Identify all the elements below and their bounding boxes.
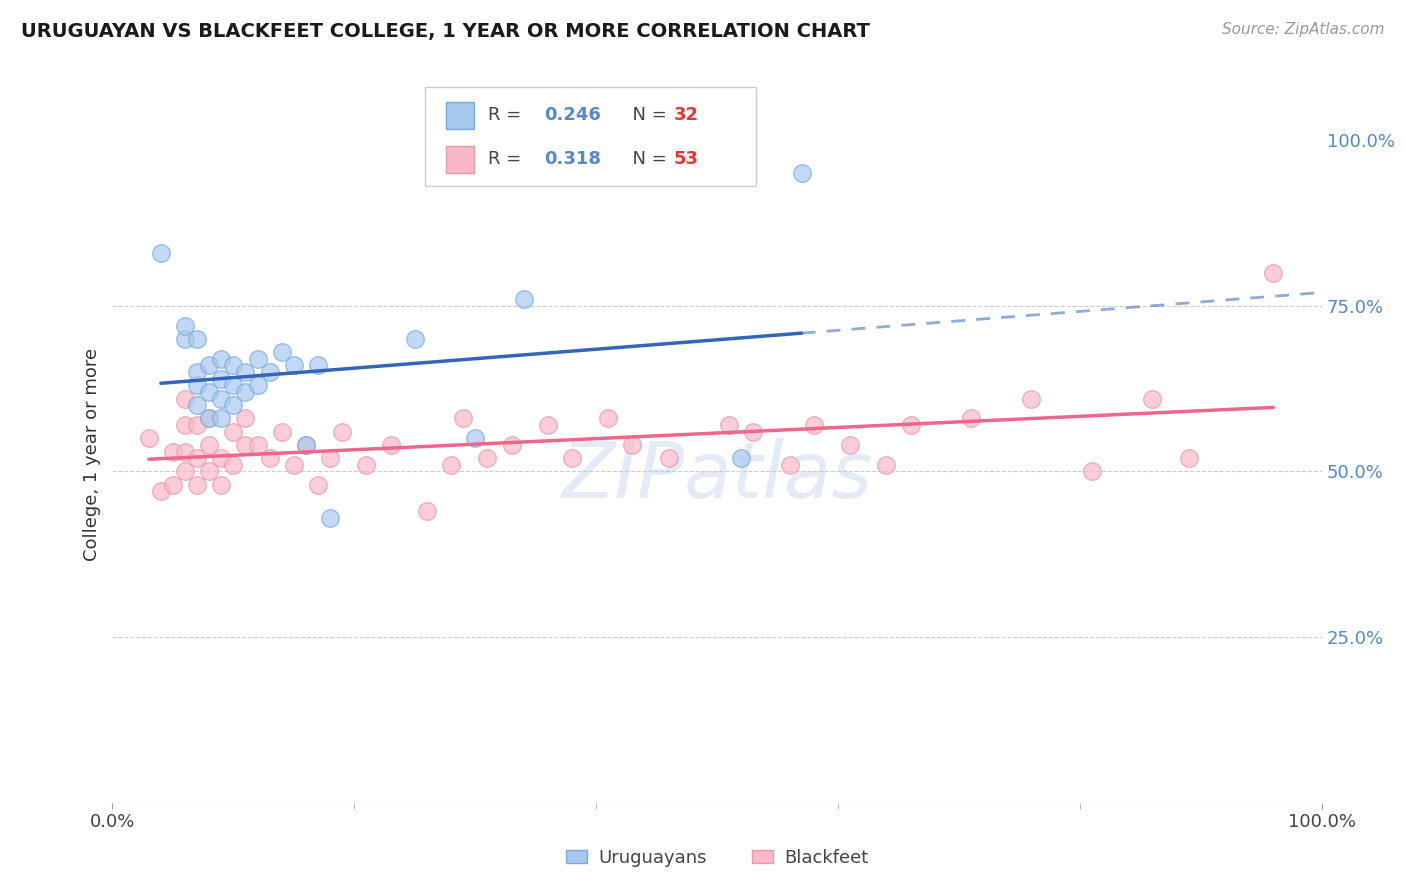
Point: [900, 418, 922, 433]
Text: 32: 32: [673, 106, 699, 124]
Text: R =: R =: [488, 106, 533, 124]
Point: [259, 365, 281, 379]
Point: [356, 458, 378, 472]
Point: [259, 451, 281, 466]
Point: [235, 438, 257, 452]
Point: [198, 438, 221, 452]
Point: [512, 292, 534, 306]
Point: [174, 444, 197, 458]
Point: [246, 351, 269, 366]
Point: [1142, 392, 1164, 406]
Text: N =: N =: [621, 106, 673, 124]
Point: [174, 418, 197, 433]
Point: [790, 166, 813, 180]
Point: [198, 359, 221, 373]
Point: [501, 438, 523, 452]
Point: [307, 477, 329, 491]
Point: [222, 425, 245, 439]
Point: [875, 458, 897, 472]
Point: [960, 411, 983, 425]
Point: [222, 359, 245, 373]
Point: [477, 451, 499, 466]
Point: [380, 438, 402, 452]
Point: [209, 477, 232, 491]
Point: [779, 458, 801, 472]
Point: [149, 484, 172, 499]
Point: [174, 318, 197, 333]
Point: [162, 477, 184, 491]
Point: [246, 378, 269, 392]
Point: [186, 398, 208, 412]
Point: [186, 451, 208, 466]
Point: [319, 451, 342, 466]
Point: [138, 431, 160, 445]
Point: [803, 418, 825, 433]
Text: Source: ZipAtlas.com: Source: ZipAtlas.com: [1222, 22, 1385, 37]
Point: [295, 438, 318, 452]
Point: [198, 384, 221, 399]
Point: [222, 398, 245, 412]
Point: [186, 418, 208, 433]
Text: 0.246: 0.246: [544, 106, 600, 124]
Point: [330, 425, 353, 439]
Point: [235, 411, 257, 425]
Point: [295, 438, 318, 452]
Point: [186, 378, 208, 392]
Point: [537, 418, 560, 433]
Point: [451, 411, 474, 425]
Text: ZIPatlas: ZIPatlas: [561, 438, 873, 514]
Point: [1021, 392, 1043, 406]
Point: [174, 332, 197, 346]
Point: [209, 411, 232, 425]
Point: [561, 451, 583, 466]
Point: [209, 351, 232, 366]
Point: [222, 378, 245, 392]
Point: [186, 477, 208, 491]
Point: [742, 425, 765, 439]
Point: [464, 431, 486, 445]
Point: [186, 365, 208, 379]
Point: [1177, 451, 1199, 466]
Point: [440, 458, 463, 472]
Point: [270, 425, 292, 439]
Point: [598, 411, 620, 425]
Point: [283, 458, 305, 472]
Point: [307, 359, 329, 373]
Point: [404, 332, 426, 346]
Point: [222, 458, 245, 472]
Point: [174, 392, 197, 406]
Point: [246, 438, 269, 452]
Point: [235, 384, 257, 399]
Point: [730, 451, 752, 466]
Point: [839, 438, 862, 452]
Point: [198, 411, 221, 425]
Point: [149, 245, 172, 260]
Point: [209, 392, 232, 406]
Text: 53: 53: [673, 151, 699, 169]
Text: 0.318: 0.318: [544, 151, 602, 169]
Point: [174, 465, 197, 479]
Y-axis label: College, 1 year or more: College, 1 year or more: [83, 349, 101, 561]
Legend: Uruguayans, Blackfeet: Uruguayans, Blackfeet: [558, 841, 876, 874]
Point: [319, 511, 342, 525]
Text: R =: R =: [488, 151, 533, 169]
Point: [209, 451, 232, 466]
Point: [198, 411, 221, 425]
Point: [209, 372, 232, 386]
Point: [283, 359, 305, 373]
Point: [658, 451, 681, 466]
Point: [162, 444, 184, 458]
Text: N =: N =: [621, 151, 673, 169]
Point: [186, 332, 208, 346]
Point: [270, 345, 292, 359]
Point: [416, 504, 439, 518]
Point: [621, 438, 644, 452]
Point: [1081, 465, 1104, 479]
Text: URUGUAYAN VS BLACKFEET COLLEGE, 1 YEAR OR MORE CORRELATION CHART: URUGUAYAN VS BLACKFEET COLLEGE, 1 YEAR O…: [21, 22, 870, 41]
Point: [718, 418, 741, 433]
Point: [198, 465, 221, 479]
Point: [1263, 266, 1285, 280]
Point: [235, 365, 257, 379]
